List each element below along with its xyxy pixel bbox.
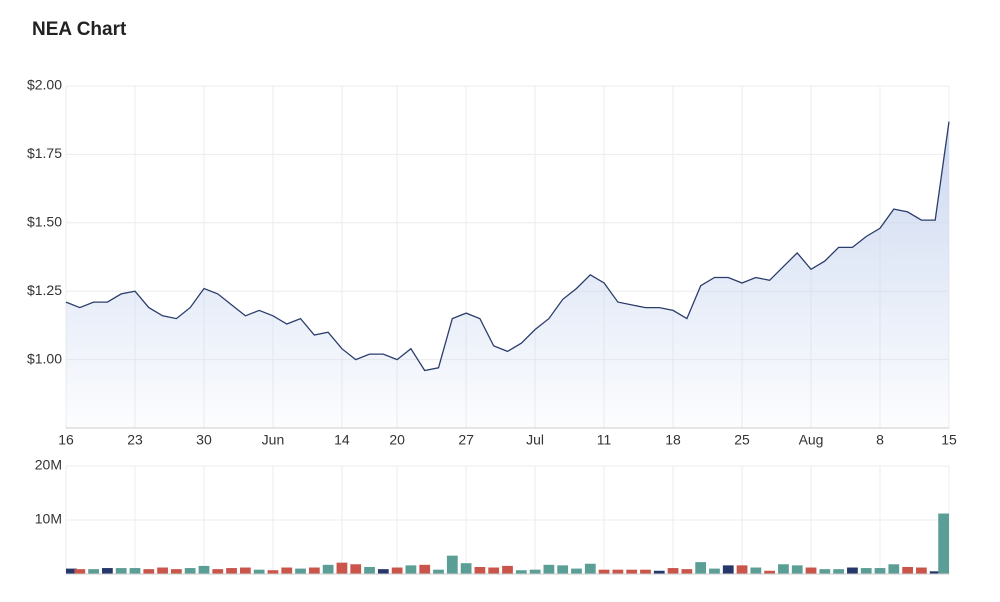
- volume-bar: [681, 569, 693, 574]
- volume-bar: [405, 565, 417, 574]
- volume-bar: [571, 568, 582, 574]
- x-tick-label: 8: [876, 432, 884, 448]
- volume-bar: [143, 569, 155, 574]
- volume-bar: [350, 564, 362, 574]
- x-tick-label: 25: [734, 432, 750, 448]
- x-tick-label: Aug: [799, 432, 824, 448]
- volume-bar: [322, 564, 334, 574]
- volume-bar: [102, 568, 113, 574]
- y-tick-label: 10M: [35, 511, 62, 527]
- volume-bar: [129, 568, 141, 574]
- volume-bar: [170, 569, 182, 574]
- volume-bar: [198, 565, 210, 574]
- volume-bar: [529, 569, 541, 574]
- volume-bar: [847, 567, 858, 574]
- x-tick-label: 23: [127, 432, 143, 448]
- volume-bar: [722, 565, 734, 574]
- volume-bar: [364, 566, 375, 574]
- volume-bar: [929, 571, 941, 574]
- volume-bar: [626, 569, 638, 574]
- y-tick-label: $1.25: [27, 282, 62, 298]
- volume-bar: [736, 565, 748, 574]
- volume-bar: [764, 570, 776, 574]
- volume-bar: [640, 569, 651, 574]
- volume-bar: [584, 563, 596, 574]
- volume-bar: [295, 568, 306, 574]
- volume-bar: [515, 570, 527, 574]
- volume-bar: [74, 569, 86, 574]
- y-tick-label: $2.00: [27, 77, 62, 93]
- chart-title: NEA Chart: [32, 19, 127, 40]
- y-tick-label: $1.75: [27, 145, 62, 161]
- volume-bar: [281, 567, 293, 574]
- volume-bar: [916, 567, 927, 574]
- volume-bar: [667, 568, 679, 574]
- x-tick-label: Jun: [262, 432, 285, 448]
- volume-bar: [860, 568, 872, 574]
- volume-bar: [488, 567, 500, 574]
- volume-bar: [184, 568, 196, 574]
- volume-bar: [557, 565, 569, 574]
- volume-bar: [833, 569, 845, 574]
- x-tick-label: 14: [334, 432, 350, 448]
- volume-bar: [791, 565, 803, 574]
- volume-bar: [157, 567, 168, 574]
- x-tick-label: 11: [597, 432, 612, 448]
- volume-bar: [239, 567, 251, 574]
- x-tick-label: 30: [196, 432, 212, 448]
- volume-bar: [778, 564, 789, 574]
- volume-bar: [938, 513, 949, 574]
- volume-bar: [253, 569, 265, 574]
- volume-bar: [474, 566, 486, 574]
- volume-bar: [115, 568, 127, 574]
- volume-bar: [543, 564, 555, 574]
- volume-bar: [902, 566, 913, 574]
- y-tick-label: $1.50: [27, 214, 62, 230]
- volume-bar: [819, 569, 831, 574]
- volume-bar: [460, 563, 472, 574]
- volume-bar: [612, 569, 624, 574]
- volume-bar: [695, 562, 707, 574]
- volume-bar: [598, 569, 610, 574]
- volume-bar: [502, 565, 513, 574]
- volume-bar: [212, 569, 224, 574]
- volume-bar: [391, 567, 403, 574]
- x-tick-label: 27: [458, 432, 474, 448]
- x-tick-label: 16: [58, 432, 74, 448]
- volume-bar: [267, 570, 279, 574]
- x-tick-label: 20: [389, 432, 405, 448]
- volume-bar: [805, 567, 817, 574]
- x-tick-label: 18: [665, 432, 681, 448]
- volume-bar: [66, 568, 77, 574]
- volume-bar: [653, 570, 665, 574]
- x-tick-label: Jul: [526, 432, 544, 448]
- price-line: [65, 121, 950, 372]
- volume-bar: [709, 568, 720, 574]
- volume-bar: [433, 569, 444, 574]
- volume-bar: [446, 555, 458, 574]
- volume-bar: [88, 569, 99, 574]
- volume-bar: [336, 562, 348, 574]
- volume-bar: [226, 568, 237, 574]
- volume-bar: [419, 564, 431, 574]
- y-tick-label: 20M: [35, 457, 62, 473]
- volume-bar: [377, 569, 389, 574]
- volume-bar: [750, 567, 762, 574]
- volume-bar: [874, 568, 886, 574]
- y-tick-label: $1.00: [27, 350, 62, 366]
- area: [66, 121, 949, 428]
- x-tick-label: 15: [941, 432, 957, 448]
- volume-bar: [308, 567, 320, 574]
- volume-bar: [888, 564, 900, 574]
